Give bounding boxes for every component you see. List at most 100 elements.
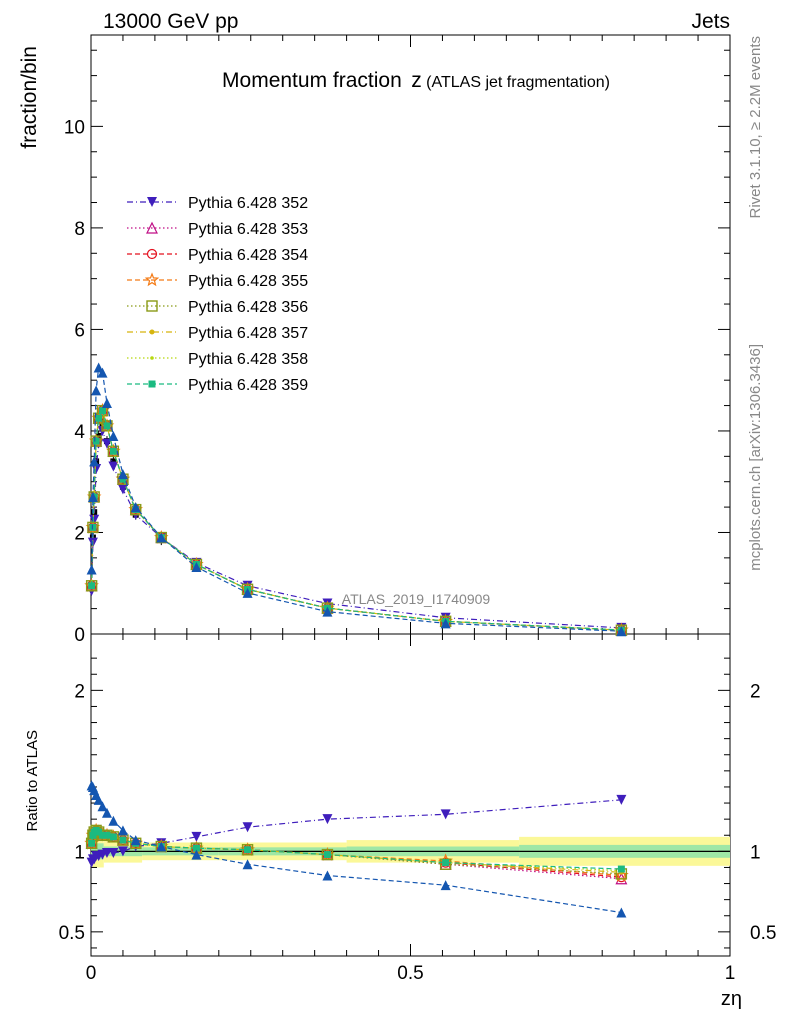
x-axis-label: zη — [721, 988, 742, 1010]
main-series-marker — [91, 464, 102, 475]
x-tick-label: 1 — [725, 963, 736, 984]
ratio-series-marker — [117, 825, 128, 836]
main-series-marker — [89, 514, 100, 525]
legend-label: Pythia 6.428 356 — [188, 299, 308, 316]
main-panel-frame — [90, 34, 731, 635]
main-series-marker — [109, 447, 117, 455]
ratio-y-tick-label-right: 0.5 — [750, 923, 776, 944]
category-label: Jets — [691, 10, 730, 33]
ratio-series-marker — [192, 844, 200, 852]
main-series-marker — [101, 398, 112, 409]
main-series-marker — [93, 362, 104, 373]
y-tick-label: 0 — [74, 625, 85, 646]
ratio-series-marker — [616, 907, 627, 918]
ratio-series-marker — [93, 794, 104, 805]
ratio-series-marker — [117, 846, 128, 857]
main-series-marker — [91, 385, 102, 396]
legend-label: Pythia 6.428 358 — [188, 351, 308, 368]
legend-label: Pythia 6.428 357 — [188, 325, 308, 342]
main-series-marker — [95, 414, 103, 422]
legend-label: Pythia 6.428 352 — [188, 195, 308, 212]
analysis-id-label: ATLAS_2019_I1740909 — [342, 591, 491, 607]
legend-marker — [149, 329, 155, 335]
legend-marker — [146, 221, 158, 234]
main-series-marker — [86, 564, 97, 575]
ratio-y-tick-label: 0.5 — [59, 923, 85, 944]
data-point — [110, 458, 117, 465]
ratio-y-tick-label-right: 2 — [750, 681, 761, 702]
legend-label: Pythia 6.428 355 — [188, 273, 308, 290]
ratio-y-tick-label: 2 — [74, 681, 85, 702]
ratio-series-marker — [440, 809, 451, 820]
legend-label: Pythia 6.428 354 — [188, 247, 308, 264]
main-series-marker — [156, 532, 167, 543]
ratio-y-tick-label: 1 — [74, 842, 85, 863]
ratio-series-marker — [108, 847, 119, 858]
main-series-marker — [322, 606, 333, 617]
ratio-series-marker — [99, 831, 107, 839]
ratio-series-marker — [323, 851, 331, 859]
ratio-series-marker — [242, 859, 253, 870]
ratio-series-marker — [442, 859, 450, 867]
plot-title-paren: (ATLAS jet fragmentation) — [426, 74, 610, 91]
ratio-series-marker — [97, 801, 108, 812]
y-tick-label: 10 — [64, 117, 85, 138]
legend-marker — [147, 197, 157, 207]
ratio-panel-frame — [90, 633, 731, 957]
legend-marker — [144, 272, 160, 287]
y-tick-label: 4 — [74, 422, 85, 443]
main-series-marker — [117, 484, 128, 495]
legend-marker — [150, 356, 154, 360]
ratio-series-line — [91, 799, 622, 863]
main-series-marker — [101, 438, 112, 449]
y-tick-label: 8 — [74, 219, 85, 240]
ratio-series-8 — [86, 780, 627, 918]
main-series-marker — [242, 587, 253, 598]
main-series-marker — [119, 475, 127, 483]
x-tick-label: 0.5 — [397, 963, 423, 984]
main-series-marker — [440, 612, 451, 623]
main-series-marker — [96, 404, 109, 417]
ratio-series-marker — [108, 815, 119, 826]
main-series-marker — [103, 422, 111, 430]
legend-marker — [148, 380, 156, 388]
plot-title: Momentum fraction z (ATLAS jet fragmenta… — [222, 69, 610, 92]
ratio-series-marker — [119, 836, 127, 844]
main-series-marker — [97, 367, 108, 378]
main-series-marker — [108, 461, 119, 472]
ratio-series-marker — [617, 865, 625, 873]
ratio-series-marker — [88, 839, 96, 847]
ratio-series-marker — [440, 880, 451, 891]
y-tick-label: 6 — [74, 320, 85, 341]
ratio-series-marker — [103, 831, 111, 839]
x-tick-label: 0 — [86, 963, 97, 984]
legend-label: Pythia 6.428 353 — [188, 221, 308, 238]
main-series-marker — [88, 582, 96, 590]
ratio-series-marker — [109, 833, 117, 841]
plot-title-main: Momentum fraction — [222, 69, 402, 92]
ratio-series-marker — [244, 846, 252, 854]
mcplots-side-label: mcplots.cern.ch [arXiv:1306.3436] — [747, 344, 764, 571]
y-tick-label: 2 — [74, 523, 85, 544]
main-series-marker — [242, 580, 253, 591]
ratio-series-marker — [130, 835, 141, 846]
ratio-series-marker — [322, 814, 333, 825]
main-series-marker — [616, 626, 627, 637]
ratio-series-0 — [86, 794, 627, 868]
legend-marker — [146, 300, 158, 312]
ratio-series-marker — [95, 828, 103, 836]
main-series-group — [84, 362, 629, 637]
legend-marker — [146, 248, 158, 260]
rivet-side-label: Rivet 3.1.10, ≥ 2.2M events — [747, 36, 764, 219]
ratio-series-group — [84, 780, 629, 918]
ratio-series-marker — [101, 807, 112, 818]
main-series-line — [91, 409, 622, 631]
main-series-8 — [86, 362, 627, 637]
main-series-marker — [130, 502, 141, 513]
energy-label: 13000 GeV pp — [103, 10, 238, 33]
legend: Pythia 6.428 352 Pythia 6.428 353 Pythia 6… — [127, 195, 308, 394]
ratio-series-marker — [101, 847, 112, 858]
main-series-marker — [92, 437, 100, 445]
